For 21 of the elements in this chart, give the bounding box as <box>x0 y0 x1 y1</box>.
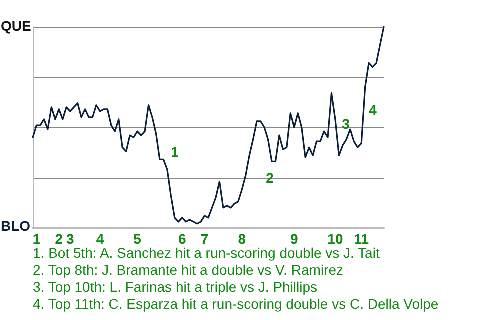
text: QUE <box>1 18 32 34</box>
x-tick-label: 6 <box>178 231 186 247</box>
annotation: 3 <box>342 116 350 132</box>
x-tick-label: 11 <box>354 231 370 247</box>
annotation: 2 <box>266 170 274 186</box>
text: BLO <box>1 218 31 234</box>
x-tick-label: 9 <box>290 231 298 247</box>
x-tick-label: 3 <box>66 231 74 247</box>
text: 3. Top 10th: L. Farinas hit a triple vs J. Phillips <box>33 279 318 295</box>
annotation: 4 <box>369 102 378 118</box>
x-tick-label: 2 <box>55 231 64 247</box>
x-tick-label: 10 <box>328 231 344 247</box>
text: 2. Top 8th: J. Bramante hit a double vs V. Ramirez <box>33 262 344 278</box>
x-tick-label: 7 <box>200 231 209 247</box>
text: 1. Bot 5th: A. Sanchez hit a run-scoring double vs J. Tait <box>33 245 380 261</box>
x-tick-label: 8 <box>238 231 246 247</box>
text: 4. Top 11th: C. Esparza hit a run-scoring double vs C. Della Volpe <box>33 296 439 312</box>
x-tick-label: 5 <box>134 231 142 247</box>
x-tick-label: 4 <box>96 231 104 247</box>
annotation: 1 <box>171 144 180 160</box>
x-tick-label: 1 <box>32 231 41 247</box>
